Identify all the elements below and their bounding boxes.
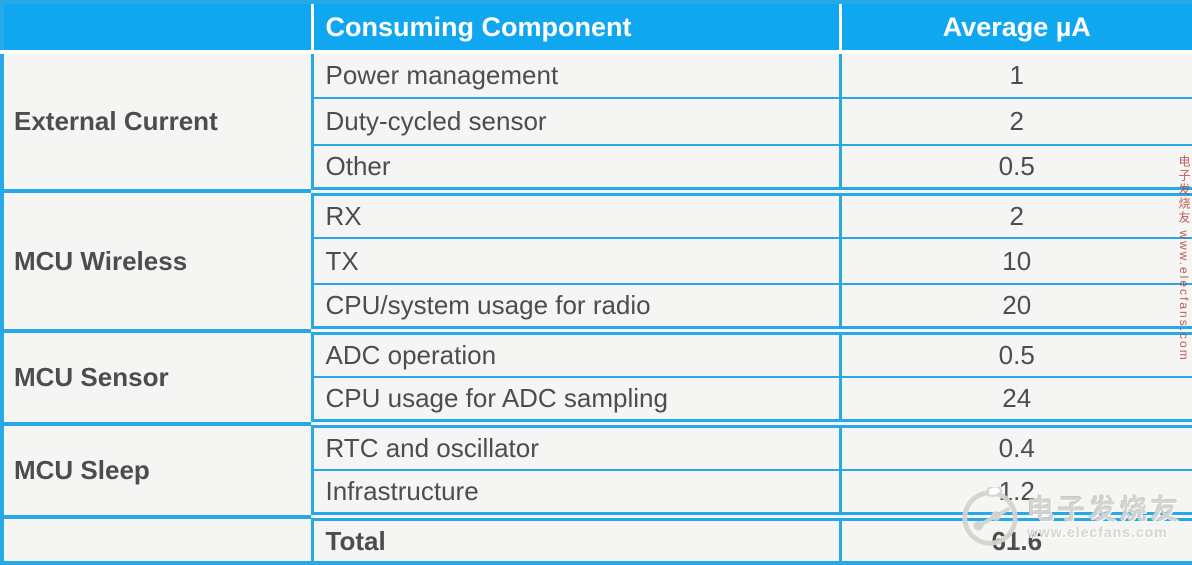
table-row: Duty-cycled sensor 2 [2, 97, 1192, 146]
table-row: CPU usage for ADC sampling 24 [2, 376, 1192, 425]
component-cell: Power management [310, 50, 842, 100]
component-cell: RX [310, 186, 842, 239]
table-row: TX 10 [2, 236, 1192, 286]
table-row: Other 0.5 [2, 143, 1192, 193]
value-cell: 0.5 [838, 326, 1192, 379]
value-cell: 0.4 [838, 419, 1192, 472]
value-cell: 10 [838, 236, 1192, 286]
component-cell: TX [310, 236, 842, 286]
header-row: Consuming Component Average µA [2, 2, 1192, 54]
component-cell: Other [310, 143, 842, 193]
value-cell: 1.2 [838, 469, 1192, 518]
component-cell: Duty-cycled sensor [310, 97, 842, 146]
total-row: Total 61.6 [0, 511, 1192, 565]
group-label-external-current: External Current [0, 50, 314, 193]
value-cell: 24 [838, 376, 1192, 425]
group-label-mcu-wireless: MCU Wireless [0, 189, 314, 332]
corner-header-cell [2, 2, 312, 54]
table-row: MCU Sleep RTC and oscillator 0.4 [0, 419, 1192, 518]
total-label: Total [310, 511, 842, 565]
column-header-average-ua: Average µA [838, 2, 1192, 54]
group-label-mcu-sleep: MCU Sleep [0, 421, 314, 518]
value-cell: 2 [838, 186, 1192, 239]
table-row: Infrastructure 1.2 [2, 469, 1192, 518]
component-cell: CPU/system usage for radio [310, 283, 842, 332]
value-cell: 0.5 [838, 143, 1192, 193]
table-row: External Current Power management 1 [0, 50, 1192, 193]
component-cell: CPU usage for ADC sampling [310, 376, 842, 425]
value-cell: 20 [838, 283, 1192, 332]
component-cell: ADC operation [310, 326, 842, 379]
table-row: CPU/system usage for radio 20 [2, 283, 1192, 332]
empty-cell [0, 514, 314, 565]
table-row: MCU Sensor ADC operation 0.5 [0, 326, 1192, 425]
column-header-consuming-component: Consuming Component [310, 2, 840, 54]
component-cell: RTC and oscillator [310, 419, 842, 472]
value-cell: 2 [838, 97, 1192, 146]
group-label-mcu-sensor: MCU Sensor [0, 328, 314, 425]
component-cell: Infrastructure [310, 469, 842, 518]
total-value: 61.6 [838, 511, 1192, 565]
table-row: MCU Wireless RX 2 [0, 186, 1192, 332]
value-cell: 1 [838, 50, 1192, 100]
